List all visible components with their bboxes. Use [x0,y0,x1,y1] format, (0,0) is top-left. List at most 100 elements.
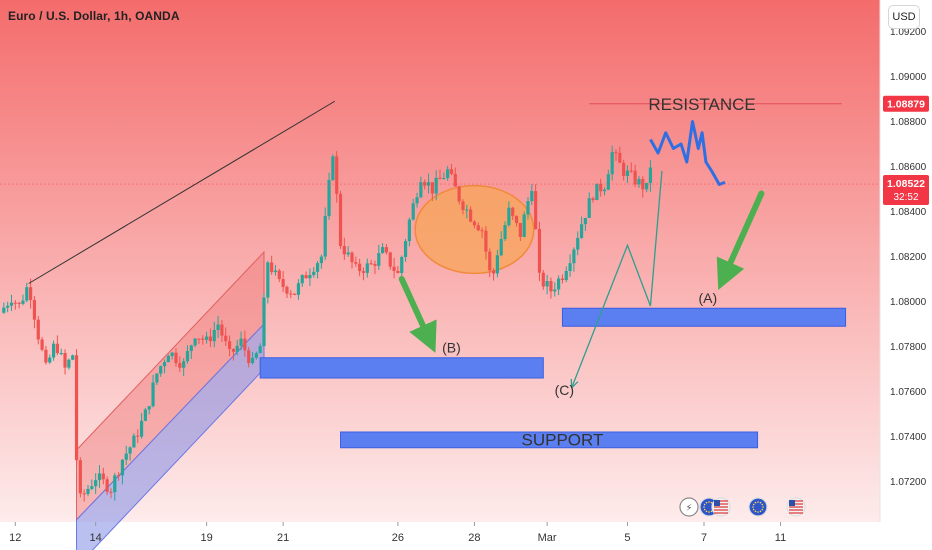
candle [514,215,519,227]
candle [648,160,653,192]
candle [595,183,599,201]
candle [254,351,258,360]
currency-button[interactable]: USD [888,5,920,29]
time-tick-label: 26 [392,532,404,544]
candle [511,206,515,221]
zone-support[interactable] [340,431,759,449]
candle [235,339,239,356]
candle [182,358,186,377]
candle [243,330,247,357]
candle [166,354,170,363]
candle [250,351,255,365]
time-scale[interactable]: 12 14 19 21 26 28 Mar 5 7 11 [9,522,786,544]
time-tick-label: 7 [701,532,707,544]
candle [6,301,10,313]
candle [143,408,147,422]
candle [59,348,63,356]
candle [205,331,209,344]
candle [147,405,151,415]
candle [495,249,499,278]
label-b[interactable]: (B) [442,339,461,355]
candle [400,255,404,278]
candle [319,254,323,269]
candle [576,231,580,256]
candle [331,154,335,182]
candle [258,343,262,354]
candle [530,183,534,205]
candle [396,266,400,274]
candle [430,182,434,202]
candle [40,336,44,352]
candle [296,279,301,300]
time-tick-label: 19 [200,532,212,544]
zone-a[interactable] [561,307,847,327]
candle [13,300,17,310]
candle [193,338,197,348]
time-tick-label: 12 [9,532,21,544]
candle [36,315,40,345]
candle [476,222,480,232]
candle [488,248,492,278]
candle [247,346,251,368]
candle [178,356,182,372]
candle [583,217,587,231]
trend-line[interactable] [28,100,336,284]
symbol-title[interactable]: Euro / U.S. Dollar, 1h, OANDA [8,9,180,23]
svg-text:⚡: ⚡ [685,503,692,514]
us-flag-icon[interactable] [786,497,806,517]
candle [231,348,235,361]
candle [136,429,140,443]
candle [411,198,415,221]
forecast-line[interactable] [649,120,726,186]
candle [94,473,98,494]
candle [185,345,190,364]
event-icons[interactable]: ⚡ [679,497,806,517]
price-scale[interactable]: 1.09200 1.09000 1.08800 1.08600 1.08400 1.082… [890,27,927,488]
label-c[interactable]: (C) [555,382,574,398]
candle [304,271,308,279]
candle [342,237,346,260]
candle [124,445,128,466]
candle [446,165,450,181]
candle [74,349,79,467]
label-resistance[interactable]: RESISTANCE [648,95,755,114]
candle [438,169,442,180]
candle [197,338,201,345]
candle [618,146,622,163]
lightning-icon[interactable]: ⚡ [679,497,699,517]
price-tick-label: 1.07200 [890,477,927,488]
price-tick-label: 1.07800 [890,342,927,353]
arrow-layer [398,190,765,353]
forecast-path [649,120,726,186]
candle [266,260,270,304]
highlight-circle[interactable] [414,184,535,275]
candle [579,216,584,239]
eu-flag-icon[interactable] [748,497,768,517]
candle [2,302,6,314]
time-tick-label: 11 [775,532,786,544]
projection-path[interactable] [572,170,663,387]
candle [281,270,285,292]
price-scale-background [880,0,932,550]
candle [361,267,366,281]
price-tick-label: 1.08600 [890,162,927,173]
label-a[interactable]: (A) [698,290,717,306]
zone-b[interactable] [259,357,544,379]
candle [17,302,21,309]
label-support[interactable]: SUPPORT [521,430,603,449]
candle [189,344,193,360]
candle [358,258,362,277]
arrow-a[interactable] [716,190,765,290]
candle [369,259,373,265]
candle [155,373,159,386]
candle [216,315,220,338]
us-flag-icon[interactable] [711,497,731,517]
candle [338,190,343,249]
candle [557,275,561,296]
candle [335,151,339,203]
arrow-b[interactable] [398,276,437,353]
candle [434,170,438,201]
candle [162,359,167,374]
